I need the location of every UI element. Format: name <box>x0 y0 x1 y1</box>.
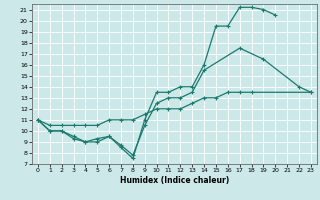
X-axis label: Humidex (Indice chaleur): Humidex (Indice chaleur) <box>120 176 229 185</box>
